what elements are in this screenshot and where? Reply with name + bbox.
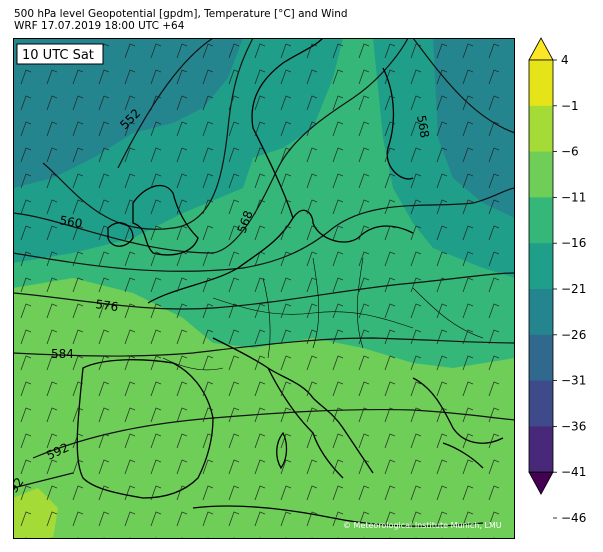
colorbar-segment	[529, 380, 553, 427]
wind-barbs	[13, 38, 515, 539]
colorbar-tick-label: −26	[561, 328, 586, 342]
temperature-colorbar: 4 −1 −6 −11 −16 −21 −26 −31 −36 −41 −46	[528, 37, 586, 525]
colorbar-tick-label: 4	[561, 53, 569, 67]
weather-map: 552 560 568 576 584 592 592 568 10 UTC S…	[13, 38, 515, 539]
colorbar-segment	[529, 426, 553, 473]
colorbar-tick-label: −6	[561, 145, 579, 159]
colorbar-segment	[529, 105, 553, 153]
valid-time-badge: 10 UTC Sat	[16, 43, 104, 65]
colorbar-segment	[529, 243, 553, 290]
colorbar-tick-label: −36	[561, 419, 586, 433]
colorbar-segment	[529, 334, 553, 382]
colorbar-tick-label: −31	[561, 374, 586, 388]
colorbar-tick-label: −46	[561, 511, 586, 525]
contour-label-568-ne: 568	[414, 114, 432, 139]
colorbar-tick-label: −1	[561, 99, 579, 113]
colorbar-segment	[529, 151, 553, 198]
chart-title: 500 hPa level Geopotential [gpdm], Tempe…	[14, 8, 348, 20]
colorbar-under-arrow	[528, 471, 554, 496]
map-frame	[13, 38, 515, 539]
colorbar-segment	[529, 60, 553, 107]
chart-subtitle: WRF 17.07.2019 18:00 UTC +64	[14, 20, 185, 32]
colorbar-tick-label: −41	[561, 465, 586, 479]
colorbar-tick-label: −16	[561, 236, 586, 250]
colorbar-segment	[529, 197, 553, 244]
contour-label-576: 576	[95, 297, 120, 314]
colorbar-segment	[529, 289, 553, 336]
contour-label-560: 560	[58, 213, 83, 231]
colorbar-tick-label: −11	[561, 190, 586, 204]
contour-label-584: 584	[51, 347, 74, 361]
colorbar-over-arrow	[528, 37, 554, 61]
colorbar-tick-label: −21	[561, 282, 586, 296]
map-credit: © Meteorological Institute Munich, LMU	[343, 521, 502, 530]
valid-time-text: 10 UTC Sat	[22, 48, 94, 63]
